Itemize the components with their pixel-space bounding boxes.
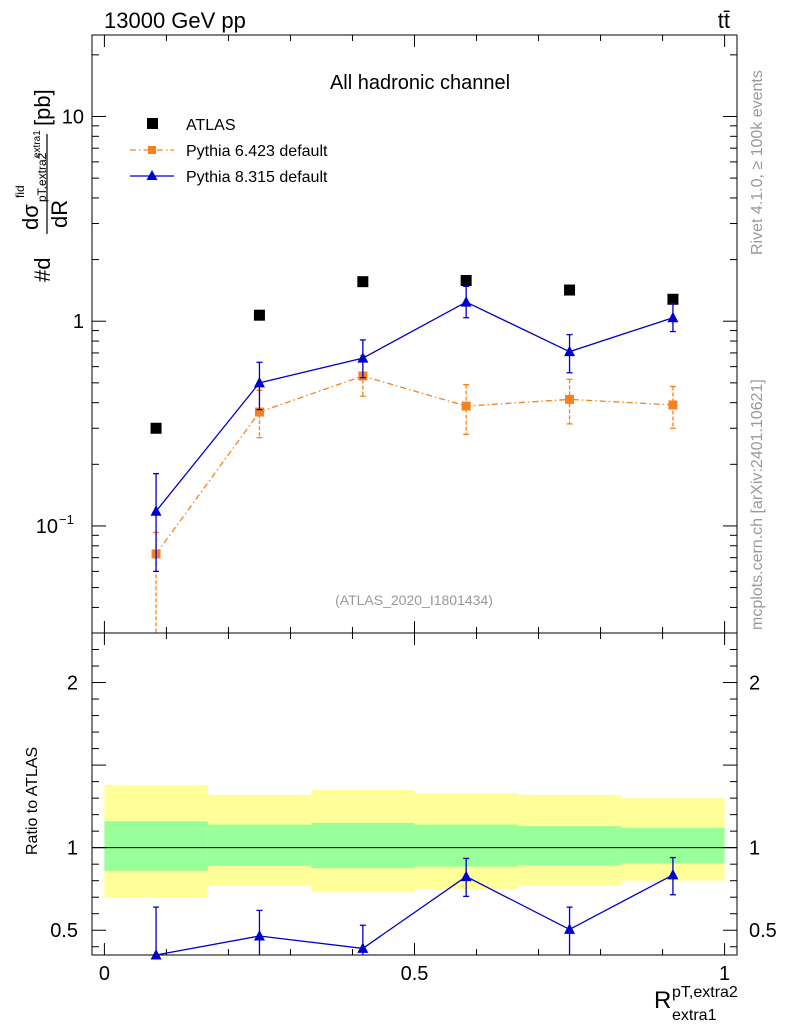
y-tick-label-exponent: −1 bbox=[59, 512, 74, 527]
x-tick-label: 1 bbox=[719, 963, 730, 985]
x-tick-label: 0.5 bbox=[401, 963, 429, 985]
y-label-denominator-sub: extra1 bbox=[32, 130, 43, 158]
pythia6-point bbox=[565, 394, 575, 404]
legend-atlas-marker bbox=[147, 118, 158, 129]
ratio-panel: 0 0.5 1 0.5 0.5 1 1 2 2 Ratio to ATLAS bbox=[24, 632, 777, 985]
y-tick-label: 2 bbox=[67, 673, 78, 695]
y-label-numerator-sub: pT,extra2 bbox=[35, 152, 49, 202]
y-label-fid: fid bbox=[13, 185, 27, 198]
ratio-band-green bbox=[311, 822, 415, 869]
pythia6-point bbox=[668, 400, 678, 410]
main-y-axis-label: #d dσ fid pT,extra2 dR extra1 [pb] bbox=[13, 89, 72, 282]
atlas-data-point bbox=[460, 275, 472, 287]
legend: ATLAS Pythia 6.423 default Pythia 8.315 … bbox=[130, 117, 328, 186]
x-axis-label: R pT,extra2 extra1 bbox=[654, 984, 738, 1024]
atlas-data-point bbox=[667, 293, 679, 305]
pythia8-point bbox=[460, 296, 472, 307]
energy-label: 13000 GeV pp bbox=[104, 8, 246, 33]
y-tick-label-right: 1 bbox=[749, 838, 760, 860]
analysis-id-label: (ATLAS_2020_I1801434) bbox=[335, 592, 493, 608]
rivet-version-label: Rivet 4.1.0, ≥ 100k events bbox=[749, 70, 766, 255]
process-label: tt̄ bbox=[718, 8, 730, 33]
x-label-sup: pT,extra2 bbox=[672, 984, 738, 1001]
pythia8-ratio-line bbox=[155, 874, 674, 956]
atlas-data-point bbox=[253, 309, 265, 321]
y-tick-label: 1 bbox=[67, 838, 78, 860]
y-tick-label: 10 bbox=[36, 516, 58, 538]
pythia8-line bbox=[155, 301, 674, 512]
pythia8-point bbox=[357, 352, 369, 363]
pythia8-ratio-point bbox=[253, 930, 265, 941]
pythia6-point bbox=[461, 401, 471, 411]
ratio-axis-ticks: 0 0.5 1 0.5 0.5 1 1 2 2 bbox=[50, 632, 777, 985]
pythia8-ratio-point bbox=[460, 870, 472, 882]
legend-atlas-label: ATLAS bbox=[186, 117, 236, 134]
y-tick-label: 0.5 bbox=[50, 920, 78, 942]
legend-pythia6-label: Pythia 6.423 default bbox=[186, 143, 328, 160]
legend-pythia8-marker bbox=[146, 170, 158, 180]
x-tick-label: 0 bbox=[99, 963, 110, 985]
x-label-sub: extra1 bbox=[672, 1007, 717, 1024]
y-label-unit: [pb] bbox=[30, 89, 55, 126]
ratio-band-green bbox=[517, 826, 622, 866]
pythia8-point bbox=[667, 311, 679, 323]
atlas-data-point bbox=[564, 284, 576, 296]
source-label: mcplots.cern.ch [arXiv:2401.10621] bbox=[749, 379, 766, 630]
pythia8-point bbox=[564, 345, 576, 357]
pythia8-ratio-point bbox=[667, 868, 679, 880]
y-label-numerator: dσ bbox=[18, 204, 43, 230]
atlas-data-point bbox=[150, 422, 162, 434]
pythia6-line bbox=[155, 375, 673, 555]
pythia8-ratio-point bbox=[357, 942, 369, 953]
y-label-prefix: #d bbox=[30, 258, 55, 282]
pythia8-ratio-point bbox=[150, 949, 162, 960]
y-tick-label-right: 2 bbox=[749, 673, 760, 695]
y-tick-label: 1 bbox=[73, 311, 84, 333]
ratio-band-green bbox=[207, 824, 312, 866]
pythia8-point bbox=[253, 376, 265, 388]
atlas-data-point bbox=[357, 276, 369, 288]
legend-pythia6-marker bbox=[148, 146, 156, 154]
pythia6-point bbox=[254, 407, 264, 417]
y-label-denominator: dR bbox=[47, 200, 72, 228]
ratio-y-axis-label: Ratio to ATLAS bbox=[24, 747, 41, 855]
y-tick-label: 10 bbox=[62, 106, 84, 128]
pythia8-point bbox=[150, 505, 162, 516]
chart-title: All hadronic channel bbox=[330, 72, 510, 94]
legend-pythia8-label: Pythia 8.315 default bbox=[186, 169, 328, 186]
y-tick-label-right: 0.5 bbox=[749, 920, 777, 942]
ratio-band-green bbox=[104, 821, 208, 871]
x-label-main: R bbox=[654, 987, 671, 1014]
pythia8-ratio-point bbox=[564, 923, 576, 934]
